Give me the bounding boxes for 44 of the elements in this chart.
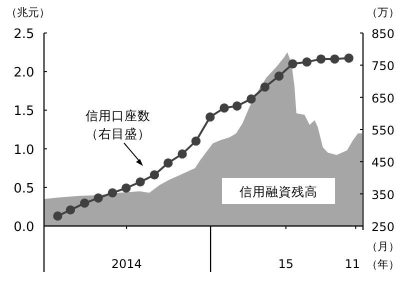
x-tick-label: 11	[344, 257, 360, 271]
point	[150, 170, 160, 180]
point	[274, 72, 284, 81]
x-tick-label: 2014	[111, 257, 142, 271]
point	[206, 112, 215, 122]
x-axis-title: （月）	[366, 240, 400, 253]
y2-tick-label: 350	[372, 188, 394, 202]
y2-tick-label: 650	[372, 91, 394, 106]
point	[344, 53, 354, 63]
point	[164, 158, 173, 168]
point	[288, 59, 298, 68]
point	[232, 101, 242, 111]
y-tick-label: 2.5	[14, 27, 34, 42]
point	[122, 183, 131, 193]
point	[246, 94, 256, 104]
y2-tick-label: 450	[372, 156, 394, 170]
y2-axis-title: （万）	[366, 6, 400, 19]
series-label: 信用融資残高	[240, 184, 318, 199]
y2-tick-label: 750	[372, 59, 394, 74]
point	[302, 57, 312, 67]
y-tick-label: 0.0	[14, 220, 34, 235]
point	[220, 103, 229, 113]
point	[80, 198, 90, 208]
y2-tick-label: 250	[372, 220, 394, 234]
text: （年）	[366, 258, 400, 271]
point	[178, 149, 187, 159]
y2-tick-label: 850	[372, 27, 394, 41]
y-tick-label: 1.5	[14, 104, 34, 120]
point	[330, 54, 340, 64]
series-label: 信用口座数（右目盛）	[86, 108, 150, 141]
y-tick-label: 1.0	[14, 142, 34, 158]
point	[260, 82, 270, 92]
point	[108, 188, 118, 198]
y-tick-label: 0.5	[14, 181, 34, 196]
point	[316, 54, 326, 64]
x-tick-label: 15	[278, 257, 294, 271]
y-tick-label: 2.0	[14, 66, 34, 81]
point	[136, 177, 145, 187]
point	[191, 136, 201, 146]
point	[94, 193, 103, 203]
y-axis-title: （兆元）	[6, 6, 50, 19]
point	[53, 211, 62, 221]
point	[66, 205, 76, 215]
y2-tick-label: 550	[372, 124, 394, 138]
